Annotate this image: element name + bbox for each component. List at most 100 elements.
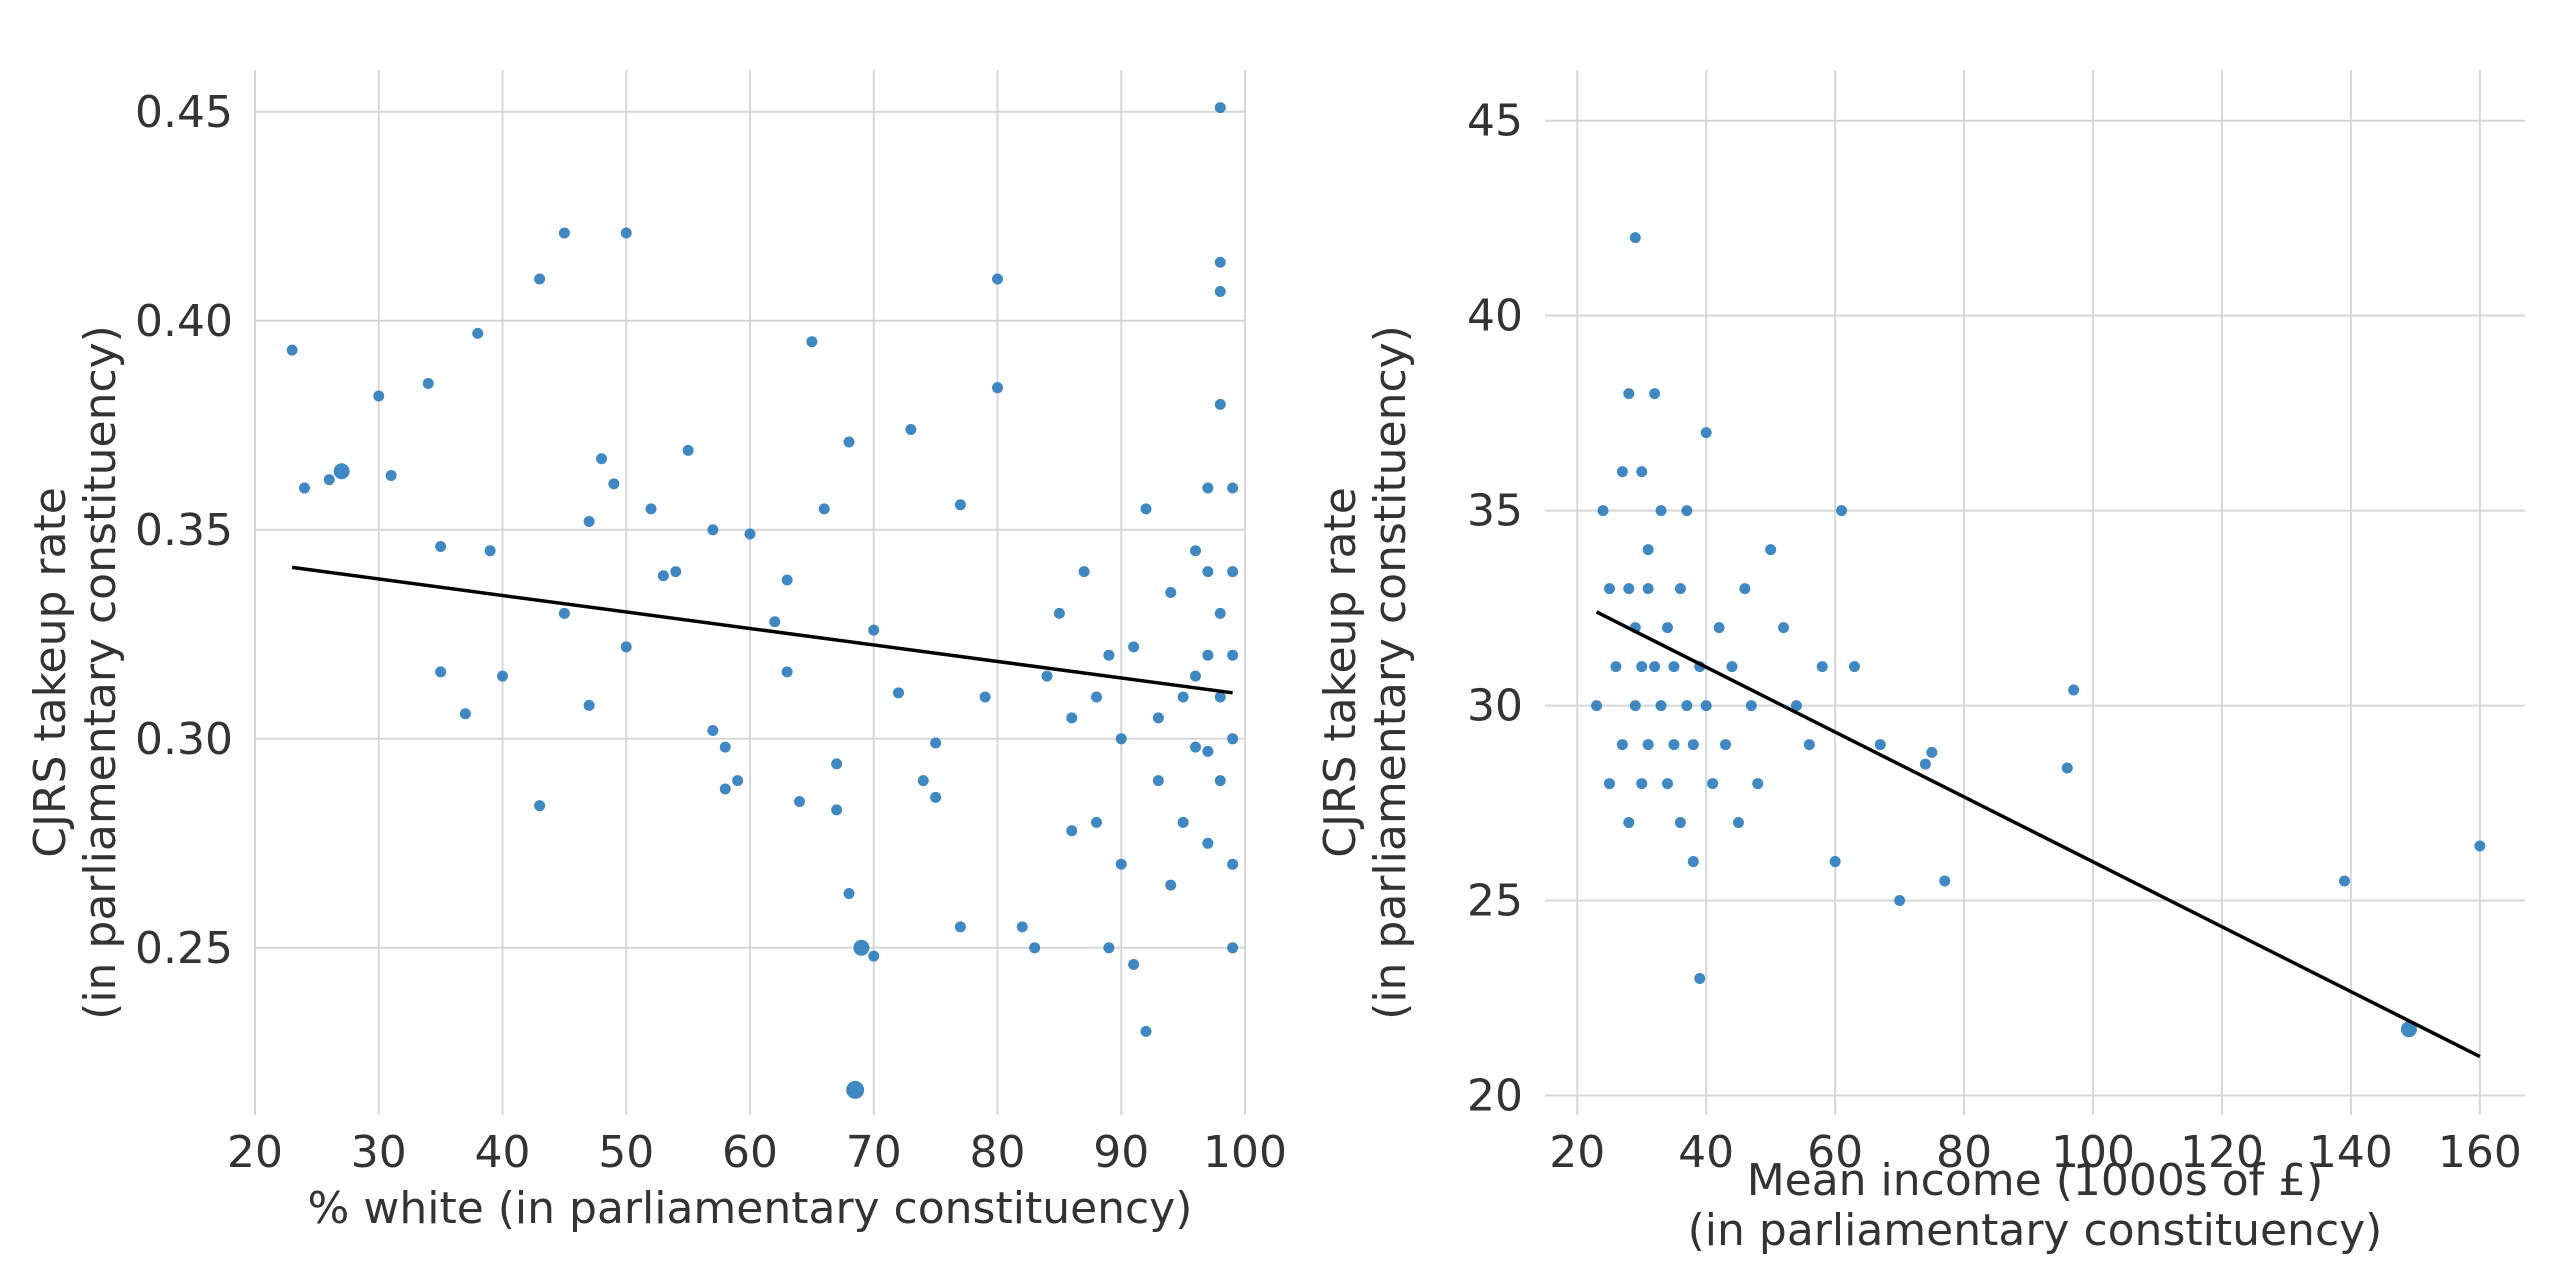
data-point — [843, 887, 855, 899]
data-point — [1919, 758, 1931, 770]
y-axis-label: CJRS takeup rate — [1315, 487, 1366, 858]
data-point — [1874, 739, 1886, 751]
x-tick-labels: 20 30 40 50 60 70 80 90 100 — [227, 1127, 1287, 1178]
y-tick-label: 40 — [1467, 291, 1523, 342]
outlier-point — [846, 1080, 865, 1099]
data-point — [299, 482, 310, 494]
data-point — [1629, 232, 1641, 244]
data-point — [1752, 778, 1764, 790]
data-point — [459, 708, 471, 720]
x-tick-label: 20 — [227, 1127, 283, 1178]
y-tick-labels: 0.25 0.30 0.35 0.40 0.45 — [135, 87, 233, 974]
data-point — [1597, 505, 1609, 517]
data-point — [1091, 691, 1102, 703]
data-point — [373, 390, 385, 402]
data-point — [1636, 778, 1648, 790]
data-point — [818, 503, 830, 515]
data-point — [781, 666, 793, 678]
data-point — [1778, 622, 1790, 634]
data-point — [1177, 816, 1189, 828]
data-point — [1091, 816, 1102, 828]
data-point — [1029, 942, 1041, 954]
data-point — [497, 670, 508, 682]
data-point — [1694, 973, 1706, 985]
data-point — [1053, 607, 1065, 619]
data-point — [1140, 1025, 1152, 1037]
data-point — [1765, 544, 1777, 556]
data-point — [794, 796, 805, 807]
data-point — [583, 699, 595, 711]
data-point — [2338, 875, 2350, 887]
data-point — [1662, 622, 1673, 634]
data-point — [1227, 733, 1239, 745]
data-point — [954, 499, 966, 511]
data-point — [435, 541, 447, 553]
data-point — [1707, 778, 1719, 790]
data-point — [422, 378, 434, 389]
data-point — [435, 666, 447, 678]
data-point — [1848, 661, 1860, 673]
y-tick-label: 0.35 — [135, 505, 233, 556]
data-point — [1128, 641, 1140, 653]
data-point — [1829, 856, 1841, 868]
x-tick-label: 50 — [598, 1127, 654, 1178]
data-point — [1202, 745, 1214, 757]
data-point — [2068, 684, 2080, 696]
gridlines — [254, 70, 1246, 1115]
data-point — [806, 336, 818, 348]
data-point — [1616, 466, 1628, 478]
data-point — [1078, 566, 1090, 578]
data-point — [2474, 840, 2486, 852]
data-point — [1732, 817, 1744, 829]
data-point — [1681, 700, 1693, 712]
data-point — [1103, 649, 1115, 661]
data-point — [1700, 700, 1712, 712]
y-tick-labels: 20 25 30 35 40 45 — [1467, 96, 1523, 1122]
data-point — [1674, 817, 1686, 829]
x-tick-label: 80 — [970, 1127, 1026, 1178]
data-point — [979, 691, 991, 703]
data-point — [385, 469, 397, 481]
data-point — [1816, 661, 1828, 673]
data-point — [657, 570, 669, 582]
y-axis-label: CJRS takeup rate — [25, 487, 76, 858]
data-point — [1939, 875, 1951, 887]
data-point — [558, 607, 570, 619]
data-point — [1649, 661, 1661, 673]
scatter-panel-white-share: 20 30 40 50 60 70 80 90 100 0.25 0.30 0.35 0.40 0.45… — [25, 70, 1287, 1234]
x-tick-label: 90 — [1093, 1127, 1149, 1178]
data-point — [1674, 583, 1686, 595]
data-point — [1655, 700, 1667, 712]
data-point — [1140, 503, 1152, 515]
gridlines — [1545, 70, 2525, 1115]
data-point — [1623, 817, 1635, 829]
data-point — [1227, 649, 1239, 661]
data-point — [596, 453, 607, 465]
data-point — [1214, 256, 1226, 268]
data-point — [843, 436, 855, 448]
data-point — [620, 641, 632, 653]
y-axis-label-line-2: (in parliamentary constituency) — [1365, 325, 1416, 1020]
data-point — [769, 616, 781, 628]
y-axis-label-line-2: (in parliamentary constituency) — [75, 325, 126, 1020]
data-point — [1152, 775, 1164, 787]
data-point — [1190, 741, 1201, 753]
trend-line — [291, 565, 1233, 695]
data-point — [707, 724, 719, 736]
data-point — [1016, 921, 1028, 933]
data-point — [1227, 942, 1239, 954]
x-tick-label: 140 — [2309, 1127, 2393, 1178]
data-point — [2400, 1021, 2417, 1038]
data-point — [1610, 661, 1622, 673]
data-point — [905, 423, 917, 435]
data-point — [608, 478, 620, 490]
x-axis-label-line-2: (in parliamentary constituency) — [1688, 1205, 2383, 1256]
data-point — [954, 921, 966, 933]
data-point — [1687, 856, 1699, 868]
x-axis-label: % white (in parliamentary constituency) — [308, 1183, 1193, 1234]
data-point — [1803, 739, 1815, 751]
data-point — [1739, 583, 1751, 595]
data-point — [1636, 466, 1648, 478]
data-point — [1202, 649, 1214, 661]
data-point — [1668, 661, 1680, 673]
